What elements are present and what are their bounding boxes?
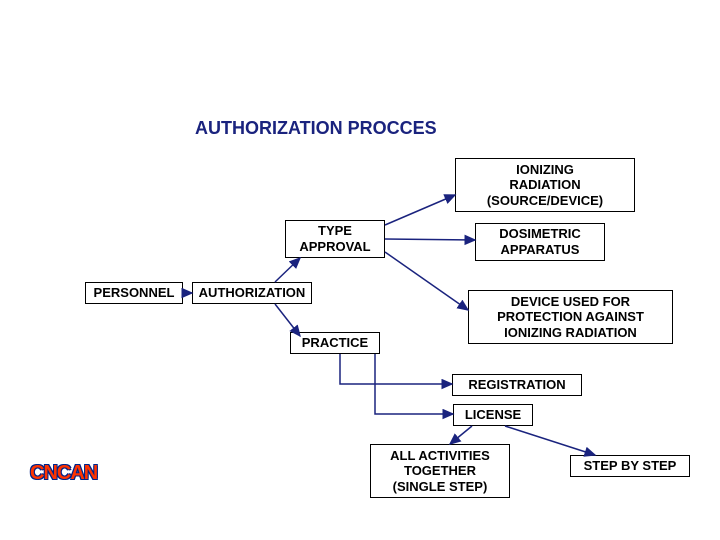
node-label: IONIZINGRADIATION(SOURCE/DEVICE) (487, 162, 603, 209)
node-authorization: AUTHORIZATION (192, 282, 312, 304)
node-label: ALL ACTIVITIESTOGETHER(SINGLE STEP) (390, 448, 490, 495)
node-license: LICENSE (453, 404, 533, 426)
node-practice: PRACTICE (290, 332, 380, 354)
node-label: TYPEAPPROVAL (299, 223, 370, 254)
node-label: REGISTRATION (468, 377, 565, 393)
node-device-used: DEVICE USED FORPROTECTION AGAINSTIONIZIN… (468, 290, 673, 344)
node-label: PERSONNEL (94, 285, 175, 301)
node-all-activities: ALL ACTIVITIESTOGETHER(SINGLE STEP) (370, 444, 510, 498)
page-title: AUTHORIZATION PROCCES (195, 118, 437, 139)
node-personnel: PERSONNEL (85, 282, 183, 304)
node-dosimetric: DOSIMETRICAPPARATUS (475, 223, 605, 261)
node-label: PRACTICE (302, 335, 368, 351)
node-type-approval: TYPEAPPROVAL (285, 220, 385, 258)
node-registration: REGISTRATION (452, 374, 582, 396)
node-label: LICENSE (465, 407, 521, 423)
node-label: DOSIMETRICAPPARATUS (499, 226, 581, 257)
node-label: DEVICE USED FORPROTECTION AGAINSTIONIZIN… (497, 294, 644, 341)
node-step-by-step: STEP BY STEP (570, 455, 690, 477)
logo-cncan: CNCAN (30, 462, 97, 485)
node-ionizing: IONIZINGRADIATION(SOURCE/DEVICE) (455, 158, 635, 212)
node-label: STEP BY STEP (584, 458, 677, 474)
node-label: AUTHORIZATION (199, 285, 306, 301)
